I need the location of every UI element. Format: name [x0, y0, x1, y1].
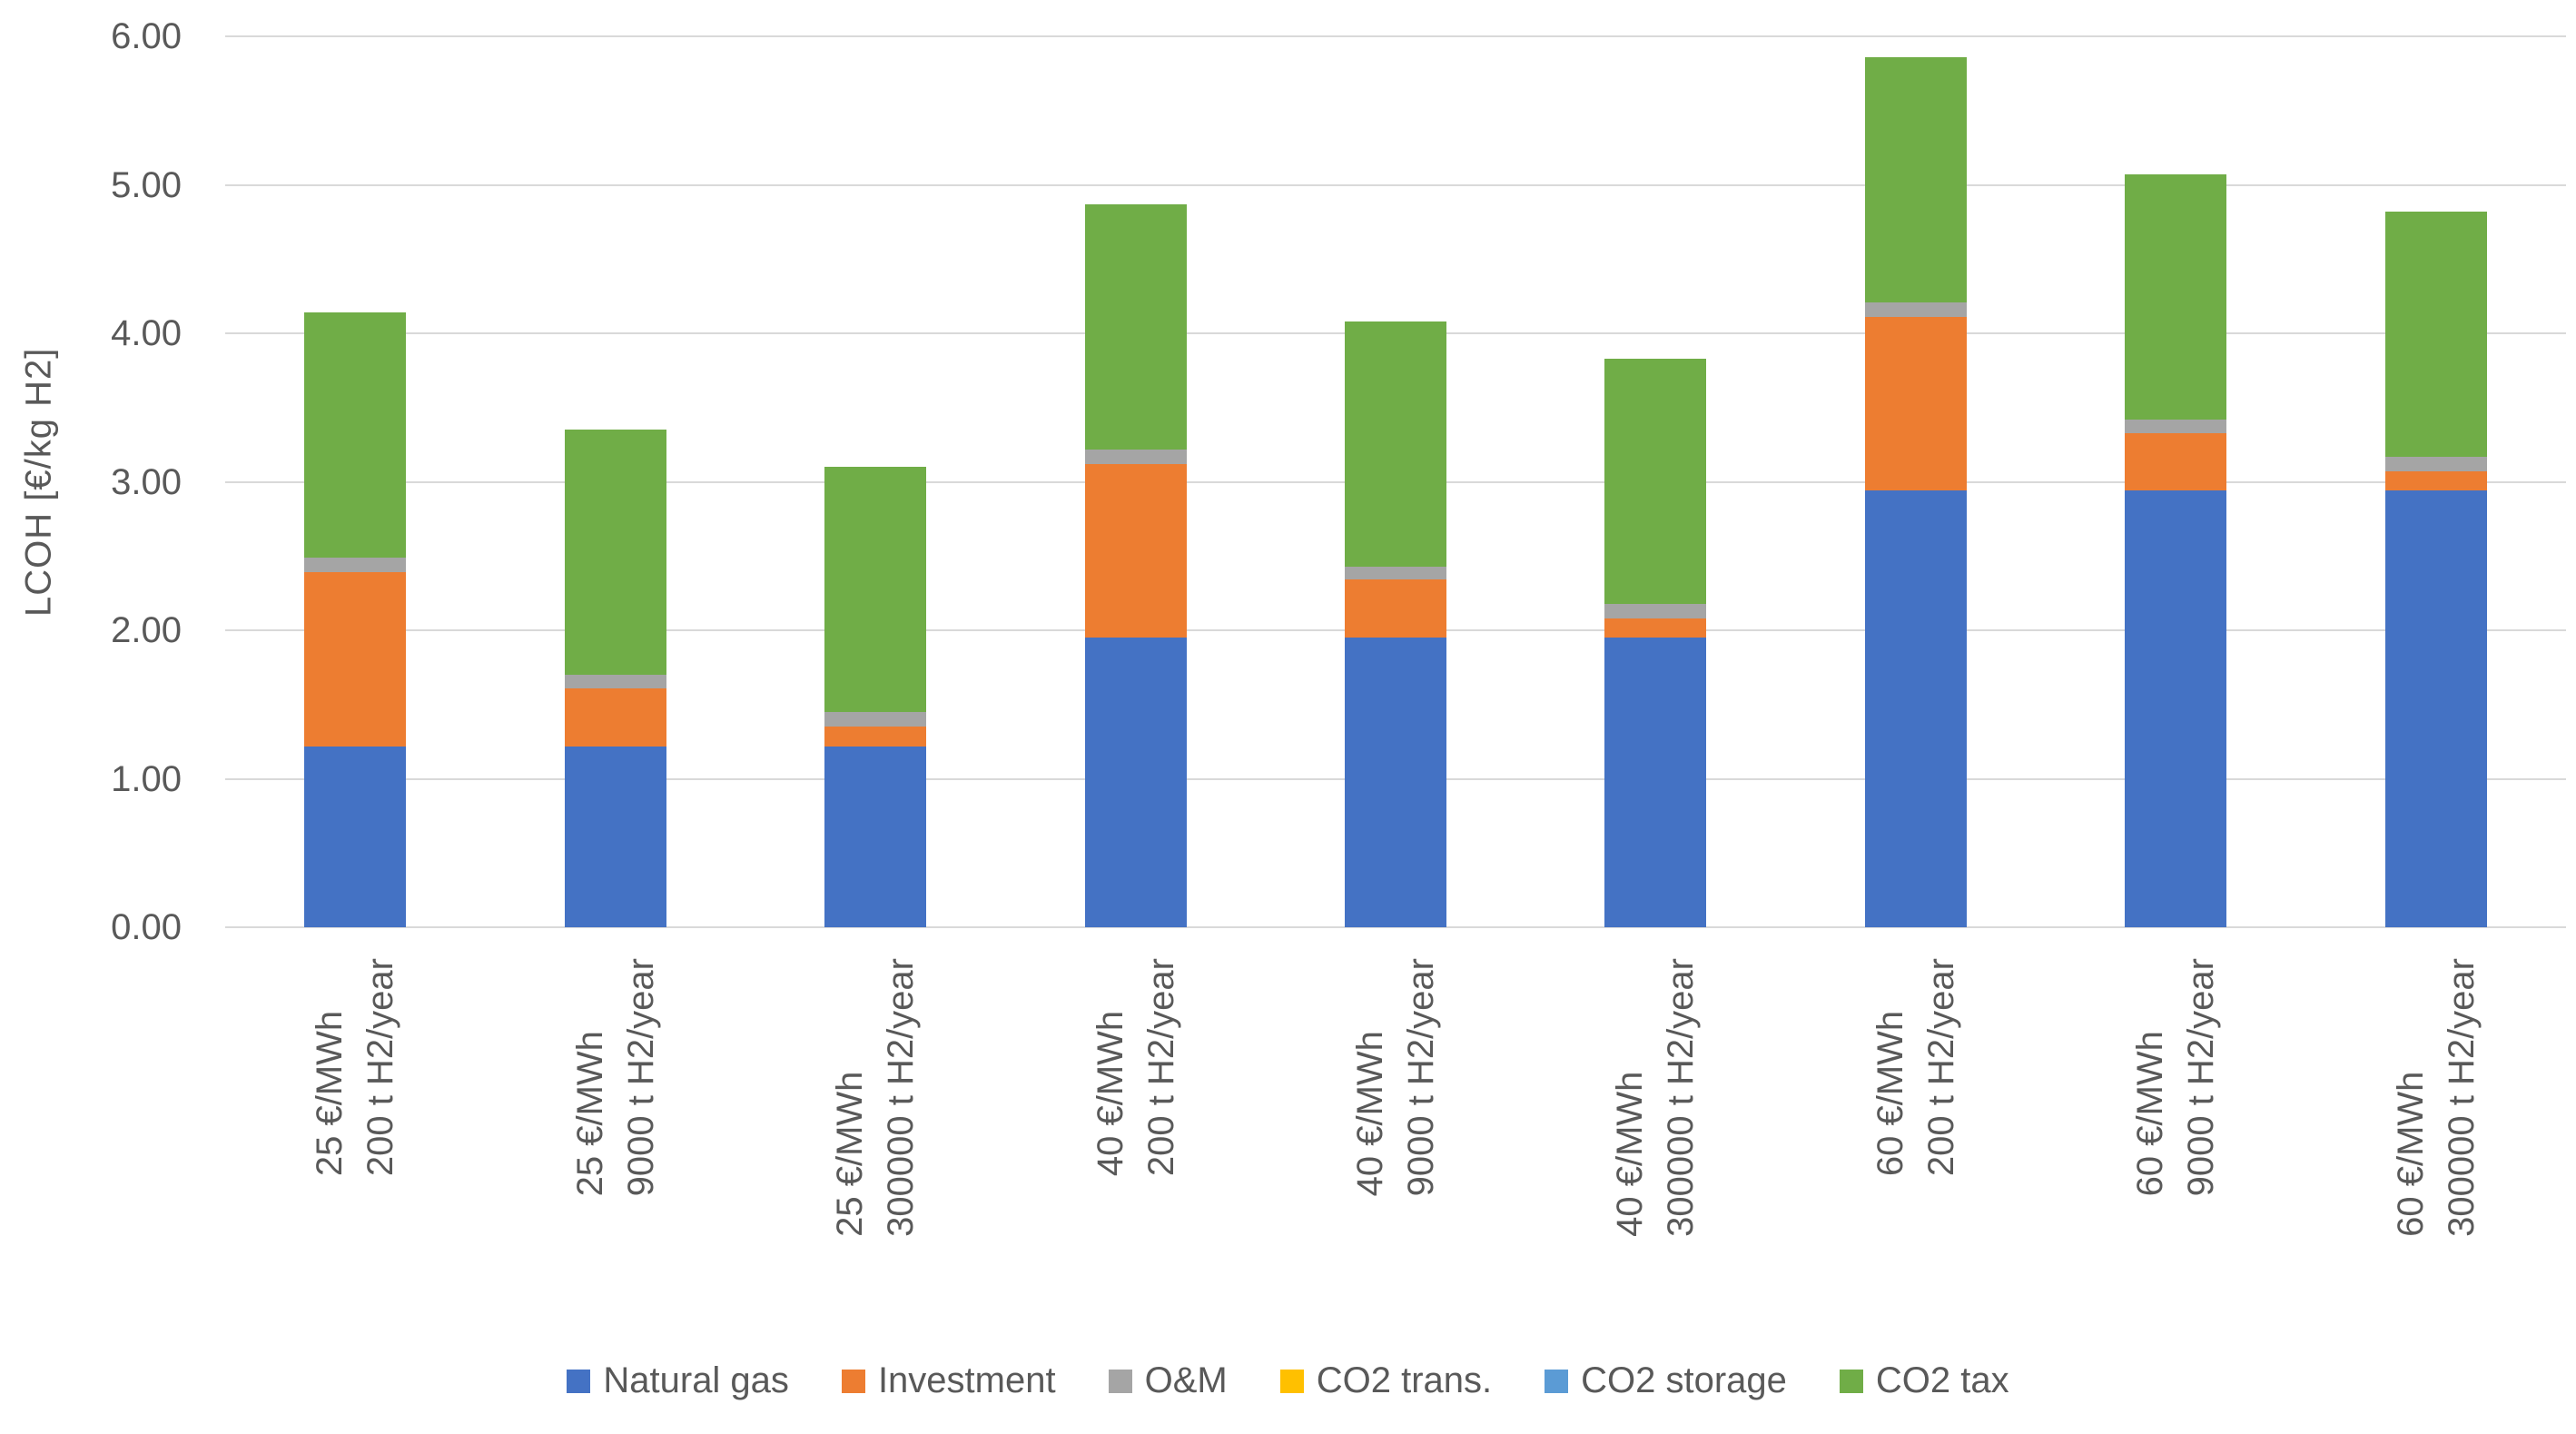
- bar-segment-natural-gas: [304, 746, 407, 927]
- legend-swatch-icon: [1108, 1369, 1132, 1393]
- x-category-label: 40 €/MWh 200 t H2/year: [1085, 958, 1187, 1176]
- bar-segment-investment: [1604, 618, 1707, 638]
- bar-segment-investment: [2125, 432, 2227, 491]
- x-category-label-text: 40 €/MWh 300000 t H2/year: [1610, 958, 1702, 1237]
- gridline: [225, 926, 2566, 928]
- x-category-label: 40 €/MWh 300000 t H2/year: [1604, 958, 1706, 1237]
- legend-label: O&M: [1144, 1360, 1228, 1400]
- bar-segment-o-m: [2384, 456, 2487, 472]
- bar-segment-investment: [564, 687, 666, 747]
- bar-segment-o-m: [2125, 419, 2227, 433]
- bar-segment-o-m: [1864, 302, 1967, 317]
- x-category-label-text: 60 €/MWh 300000 t H2/year: [2390, 958, 2482, 1237]
- legend-label: Natural gas: [603, 1360, 789, 1400]
- x-category-label: 60 €/MWh 300000 t H2/year: [2385, 958, 2487, 1237]
- bar-segment-natural-gas: [1604, 638, 1707, 927]
- bar-segment-investment: [304, 572, 407, 747]
- legend-item-investment: Investment: [841, 1360, 1056, 1401]
- y-tick-label: 2.00: [111, 610, 182, 650]
- bar-segment-co2-tax: [824, 467, 927, 712]
- x-category-label-text: 40 €/MWh 9000 t H2/year: [1350, 958, 1441, 1197]
- x-category-label-text: 40 €/MWh 200 t H2/year: [1090, 958, 1181, 1177]
- bar-segment-natural-gas: [564, 746, 666, 927]
- bar-segment-co2-tax: [1604, 358, 1707, 604]
- bar-segment-natural-gas: [1345, 638, 1446, 927]
- y-tick-label: 0.00: [111, 907, 182, 947]
- bar-segment-investment: [1084, 463, 1187, 638]
- legend-item-co2-trans: CO2 trans.: [1279, 1360, 1493, 1401]
- legend-item-co2-storage: CO2 storage: [1545, 1360, 1787, 1401]
- bar-segment-investment: [1864, 317, 1967, 491]
- bar-segment-o-m: [1084, 449, 1187, 464]
- legend-swatch-icon: [1545, 1369, 1569, 1393]
- legend-swatch-icon: [567, 1369, 591, 1393]
- bar-segment-co2-tax: [1084, 203, 1187, 450]
- bar-segment-co2-tax: [1345, 321, 1446, 567]
- x-category-label-text: 25 €/MWh 200 t H2/year: [310, 958, 401, 1177]
- y-tick-label: 4.00: [111, 313, 182, 353]
- legend: Natural gas Investment O&M CO2 trans. CO2 st…: [0, 1360, 2576, 1401]
- legend-item-natural-gas: Natural gas: [567, 1360, 789, 1401]
- bar-segment-co2-tax: [2125, 174, 2227, 420]
- bar-segment-investment: [2384, 471, 2487, 491]
- legend-label: CO2 trans.: [1316, 1360, 1493, 1400]
- bar-segment-co2-tax: [1864, 56, 1967, 302]
- bar-segment-o-m: [824, 711, 927, 727]
- x-category-label-text: 60 €/MWh 200 t H2/year: [1870, 958, 1961, 1177]
- bar-segment-natural-gas: [2384, 490, 2487, 927]
- legend-swatch-icon: [1279, 1369, 1304, 1393]
- legend-label: Investment: [877, 1360, 1056, 1400]
- bar-segment-co2-tax: [2384, 211, 2487, 457]
- x-category-label-text: 25 €/MWh 9000 t H2/year: [569, 958, 661, 1197]
- legend-item-co2-tax: CO2 tax: [1839, 1360, 2009, 1401]
- x-category-label: 25 €/MWh 200 t H2/year: [304, 958, 406, 1176]
- bar-segment-co2-tax: [304, 312, 407, 558]
- y-tick-label: 3.00: [111, 461, 182, 502]
- x-category-label: 60 €/MWh 9000 t H2/year: [2125, 958, 2226, 1196]
- x-category-label: 40 €/MWh 9000 t H2/year: [1345, 958, 1446, 1196]
- bar-segment-co2-tax: [564, 430, 666, 676]
- bar-segment-investment: [824, 727, 927, 747]
- bar-segment-investment: [1345, 579, 1446, 638]
- bar-segment-natural-gas: [1864, 490, 1967, 927]
- x-category-label-text: 60 €/MWh 9000 t H2/year: [2130, 958, 2222, 1197]
- x-category-label: 25 €/MWh 300000 t H2/year: [824, 958, 926, 1237]
- bar-segment-o-m: [1604, 603, 1707, 618]
- bar-segment-o-m: [304, 557, 407, 573]
- y-tick-label: 1.00: [111, 758, 182, 799]
- x-category-label-text: 25 €/MWh 300000 t H2/year: [830, 958, 922, 1237]
- bar-segment-natural-gas: [824, 746, 927, 927]
- legend-label: CO2 tax: [1875, 1360, 2009, 1400]
- legend-swatch-icon: [1839, 1369, 1863, 1393]
- x-category-label: 25 €/MWh 9000 t H2/year: [565, 958, 666, 1196]
- y-tick-label: 5.00: [111, 164, 182, 205]
- legend-swatch-icon: [841, 1369, 865, 1393]
- bar-segment-natural-gas: [1084, 638, 1187, 927]
- legend-label: CO2 storage: [1581, 1360, 1787, 1400]
- legend-item-o-m: O&M: [1108, 1360, 1228, 1401]
- gridline: [225, 35, 2566, 37]
- bar-segment-o-m: [1345, 566, 1446, 580]
- gridline: [225, 183, 2566, 186]
- bar-segment-o-m: [564, 675, 666, 688]
- bar-segment-natural-gas: [2125, 490, 2227, 927]
- y-tick-label: 6.00: [111, 16, 182, 56]
- x-category-label: 60 €/MWh 200 t H2/year: [1865, 958, 1967, 1176]
